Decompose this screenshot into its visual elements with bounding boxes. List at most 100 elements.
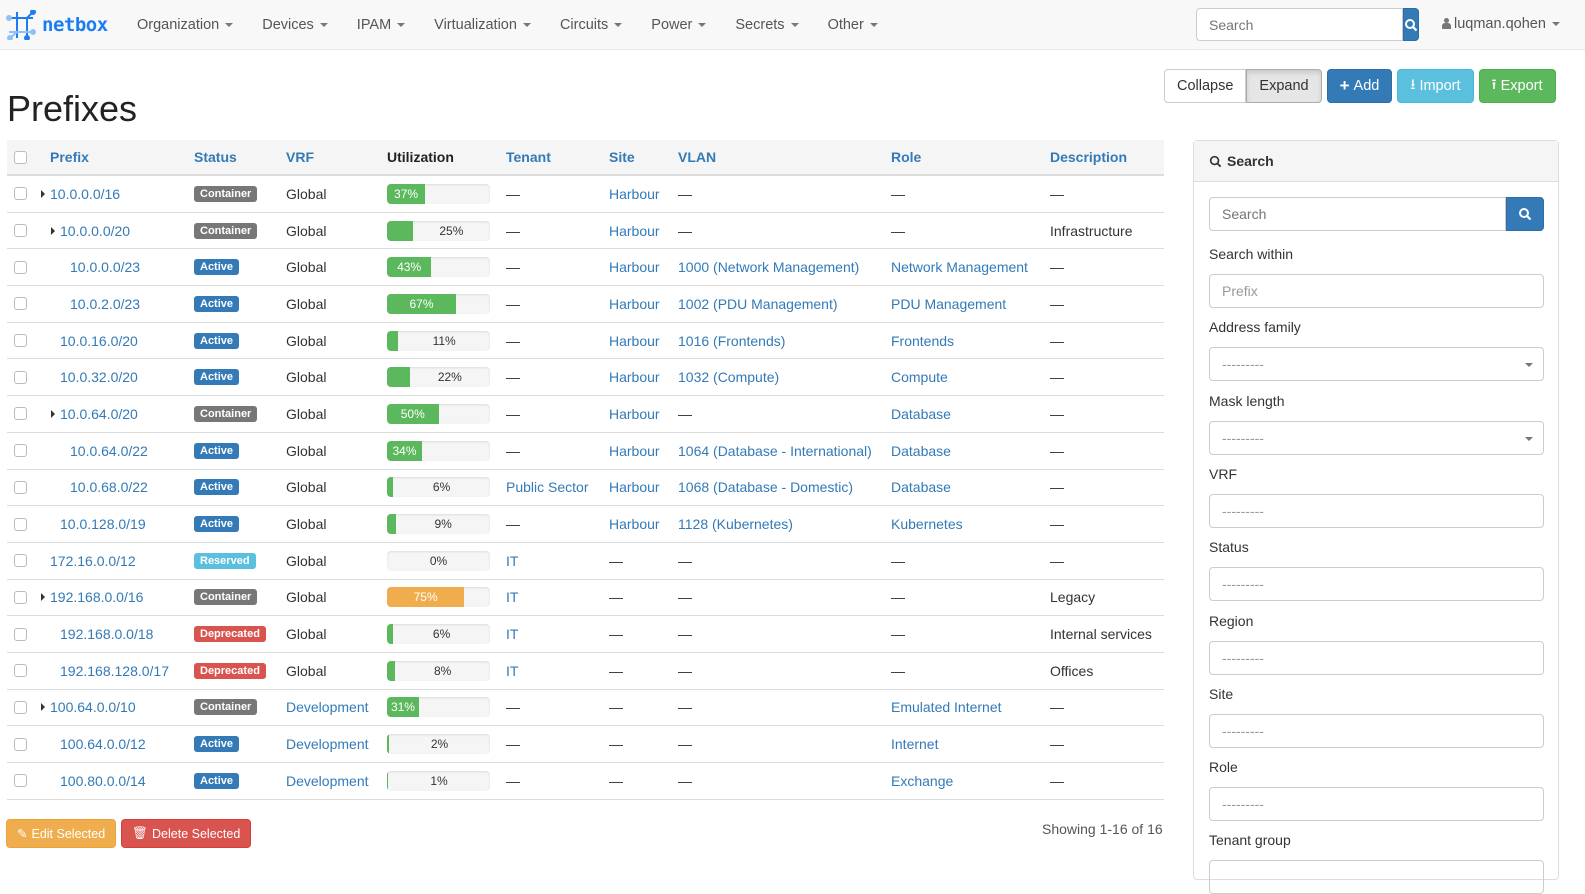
nav-menu-virtualization[interactable]: Virtualization [434, 17, 531, 33]
row-checkbox[interactable] [14, 554, 27, 568]
role-cell[interactable]: Kubernetes [891, 516, 963, 533]
vrf-cell[interactable]: Development [286, 772, 369, 789]
expand-arrow-icon[interactable] [41, 593, 45, 602]
tenant-cell[interactable]: IT [506, 662, 519, 679]
vlan-cell[interactable]: 1002 (PDU Management) [678, 295, 838, 312]
prefix-link[interactable]: 10.0.0.0/20 [60, 222, 131, 239]
role-cell[interactable]: Database [891, 442, 951, 459]
expand-arrow-icon[interactable] [41, 703, 45, 712]
prefix-link[interactable]: 192.168.128.0/17 [60, 662, 169, 679]
tenant-cell[interactable]: IT [506, 626, 519, 643]
vrf-cell[interactable]: Development [286, 699, 369, 716]
row-checkbox[interactable] [14, 480, 27, 494]
filter-search-within-input[interactable]: Prefix [1209, 274, 1544, 308]
row-checkbox[interactable] [14, 334, 27, 348]
site-cell[interactable]: Harbour [609, 185, 660, 202]
site-cell[interactable]: Harbour [609, 405, 660, 422]
export-button[interactable]: ⭱ Export [1478, 69, 1556, 103]
row-checkbox[interactable] [14, 297, 27, 311]
row-checkbox[interactable] [14, 627, 27, 641]
site-cell[interactable]: Harbour [609, 332, 660, 349]
prefix-link[interactable]: 10.0.32.0/20 [60, 369, 138, 386]
filter-role-input[interactable]: --------- [1209, 787, 1544, 822]
expand-button[interactable]: Expand [1246, 69, 1322, 103]
vlan-cell[interactable]: 1064 (Database - International) [678, 442, 872, 459]
row-checkbox[interactable] [14, 370, 27, 384]
select-all-checkbox[interactable] [14, 150, 27, 164]
prefix-link[interactable]: 100.80.0.0/14 [60, 772, 146, 789]
vlan-cell[interactable]: 1068 (Database - Domestic) [678, 479, 854, 496]
sidebar-search-input[interactable] [1209, 197, 1506, 231]
role-cell[interactable]: Frontends [891, 332, 955, 349]
nav-menu-devices[interactable]: Devices [262, 17, 328, 33]
prefix-link[interactable]: 10.0.0.0/23 [70, 259, 141, 276]
site-cell[interactable]: Harbour [609, 222, 660, 239]
role-cell[interactable]: Database [891, 479, 951, 496]
column-header-tenant[interactable]: Tenant [506, 149, 551, 165]
nav-menu-organization[interactable]: Organization [137, 17, 234, 33]
edit-selected-button[interactable]: ✎ Edit Selected [6, 819, 117, 848]
add-button[interactable]: + Add [1326, 69, 1393, 103]
collapse-button[interactable]: Collapse [1164, 69, 1247, 103]
row-checkbox[interactable] [14, 700, 27, 714]
row-checkbox[interactable] [14, 774, 27, 788]
prefix-link[interactable]: 10.0.0.0/16 [50, 185, 121, 202]
row-checkbox[interactable] [14, 590, 27, 604]
user-menu[interactable]: luqman.qohen [1442, 16, 1560, 32]
prefix-link[interactable]: 100.64.0.0/12 [60, 736, 146, 753]
prefix-link[interactable]: 10.0.64.0/20 [60, 405, 138, 422]
prefix-link[interactable]: 10.0.2.0/23 [70, 295, 141, 312]
expand-arrow-icon[interactable] [41, 189, 45, 198]
role-cell[interactable]: PDU Management [891, 295, 1007, 312]
role-cell[interactable]: Emulated Internet [891, 699, 1002, 716]
filter-region-input[interactable]: --------- [1209, 640, 1544, 675]
filter-address-family-select[interactable]: --------- [1209, 347, 1544, 382]
prefix-link[interactable]: 192.168.0.0/16 [50, 589, 144, 606]
nav-menu-power[interactable]: Power [651, 17, 707, 33]
site-cell[interactable]: Harbour [609, 259, 660, 276]
column-header-site[interactable]: Site [609, 149, 635, 165]
vlan-cell[interactable]: 1000 (Network Management) [678, 259, 860, 276]
site-cell[interactable]: Harbour [609, 442, 660, 459]
prefix-link[interactable]: 10.0.16.0/20 [60, 332, 138, 349]
column-header-description[interactable]: Description [1050, 149, 1128, 165]
row-checkbox[interactable] [14, 664, 27, 678]
prefix-link[interactable]: 192.168.0.0/18 [60, 626, 154, 643]
filter-tenant-group-input[interactable] [1209, 860, 1544, 894]
nav-menu-other[interactable]: Other [828, 17, 878, 33]
filter-vrf-input[interactable]: --------- [1209, 493, 1544, 528]
role-cell[interactable]: Exchange [891, 772, 954, 789]
filter-site-input[interactable]: --------- [1209, 713, 1544, 748]
site-cell[interactable]: Harbour [609, 369, 660, 386]
nav-menu-circuits[interactable]: Circuits [560, 17, 623, 33]
nav-menu-ipam[interactable]: IPAM [357, 17, 406, 33]
navbar-search-button[interactable] [1403, 8, 1419, 41]
tenant-cell[interactable]: Public Sector [506, 479, 589, 496]
row-checkbox[interactable] [14, 407, 27, 421]
site-cell[interactable]: Harbour [609, 516, 660, 533]
row-checkbox[interactable] [14, 224, 27, 238]
column-header-role[interactable]: Role [891, 149, 922, 165]
import-button[interactable]: ⭳ Import [1397, 69, 1474, 103]
tenant-cell[interactable]: IT [506, 589, 519, 606]
prefix-link[interactable]: 10.0.68.0/22 [70, 479, 148, 496]
column-header-vrf[interactable]: VRF [286, 149, 314, 165]
prefix-link[interactable]: 10.0.128.0/19 [60, 516, 146, 533]
navbar-search-input[interactable] [1196, 8, 1403, 41]
prefix-link[interactable]: 10.0.64.0/22 [70, 442, 148, 459]
column-header-vlan[interactable]: VLAN [678, 149, 717, 165]
filter-status-input[interactable]: --------- [1209, 567, 1544, 602]
row-checkbox[interactable] [14, 187, 27, 201]
sidebar-search-button[interactable] [1506, 197, 1544, 231]
row-checkbox[interactable] [14, 260, 27, 274]
site-cell[interactable]: Harbour [609, 295, 660, 312]
site-cell[interactable]: Harbour [609, 479, 660, 496]
prefix-link[interactable]: 172.16.0.0/12 [50, 552, 136, 569]
role-cell[interactable]: Internet [891, 736, 939, 753]
vrf-cell[interactable]: Development [286, 736, 369, 753]
netbox-logo[interactable]: netbox [6, 10, 108, 40]
vlan-cell[interactable]: 1016 (Frontends) [678, 332, 786, 349]
vlan-cell[interactable]: 1032 (Compute) [678, 369, 780, 386]
column-header-prefix[interactable]: Prefix [50, 149, 89, 165]
prefix-link[interactable]: 100.64.0.0/10 [50, 699, 136, 716]
